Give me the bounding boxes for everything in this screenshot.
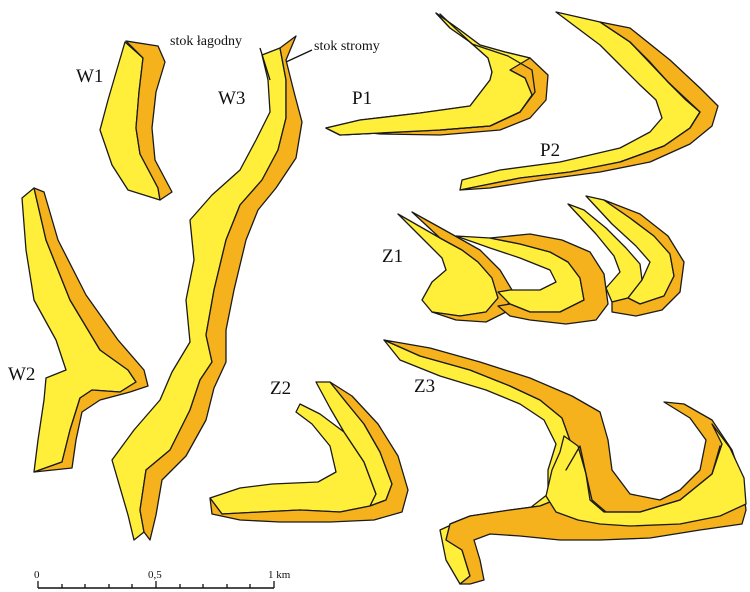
steep-slope-pointer xyxy=(285,49,313,63)
dune-z3-gentle-slope xyxy=(383,339,573,585)
gentle-slope-pointer xyxy=(259,47,271,81)
dune-w2-steep-slope xyxy=(33,187,149,473)
label-w1: W1 xyxy=(76,66,103,87)
dune-p2 xyxy=(459,11,719,191)
steep-slope-label: stok stromy xyxy=(314,39,380,54)
label-z2: Z2 xyxy=(270,378,291,399)
scale-bar: 0 0,5 1 km xyxy=(34,569,291,589)
dune-p2-crest xyxy=(599,21,701,163)
dune-z1-left-steep xyxy=(411,211,513,323)
label-w2: W2 xyxy=(8,364,35,385)
gentle-slope-label: stok łagodny xyxy=(170,34,242,49)
dune-w1-steep-slope xyxy=(125,40,173,201)
label-w3: W3 xyxy=(218,88,245,109)
dune-p1-crest xyxy=(439,13,536,131)
dune-w2 xyxy=(21,187,149,473)
slope-annotations: stok łagodny stok stromy xyxy=(170,34,380,81)
scale-bar-ticks xyxy=(37,581,275,588)
dune-z3-crest xyxy=(565,445,721,513)
dune-z1-mid-steep xyxy=(489,233,609,325)
dune-p2-steep-slope xyxy=(459,21,719,191)
dune-labels: W1 W3 P1 P2 Z1 W2 Z2 Z3 xyxy=(8,66,560,399)
dune-w3-steep-slope xyxy=(139,35,303,541)
label-p1: P1 xyxy=(352,88,372,109)
dune-z2-steep-slope xyxy=(209,381,409,523)
dune-w1 xyxy=(99,40,173,201)
dune-p1 xyxy=(325,12,549,136)
dune-z3 xyxy=(383,339,747,585)
scale-label-half: 0,5 xyxy=(148,569,162,581)
dune-z1-right-steep xyxy=(603,199,685,317)
scale-label-0: 0 xyxy=(34,569,40,581)
dune-p1-body xyxy=(325,12,533,136)
dune-z2 xyxy=(209,381,409,523)
dune-w2-gentle-slope xyxy=(21,187,137,473)
label-z3: Z3 xyxy=(414,376,435,397)
dune-z1 xyxy=(397,195,685,325)
dune-w3 xyxy=(111,35,303,541)
label-p2: P2 xyxy=(540,140,560,161)
dune-z3-central-gentle xyxy=(545,423,747,527)
label-z1: Z1 xyxy=(382,246,403,267)
scale-label-end: 1 km xyxy=(268,569,291,581)
